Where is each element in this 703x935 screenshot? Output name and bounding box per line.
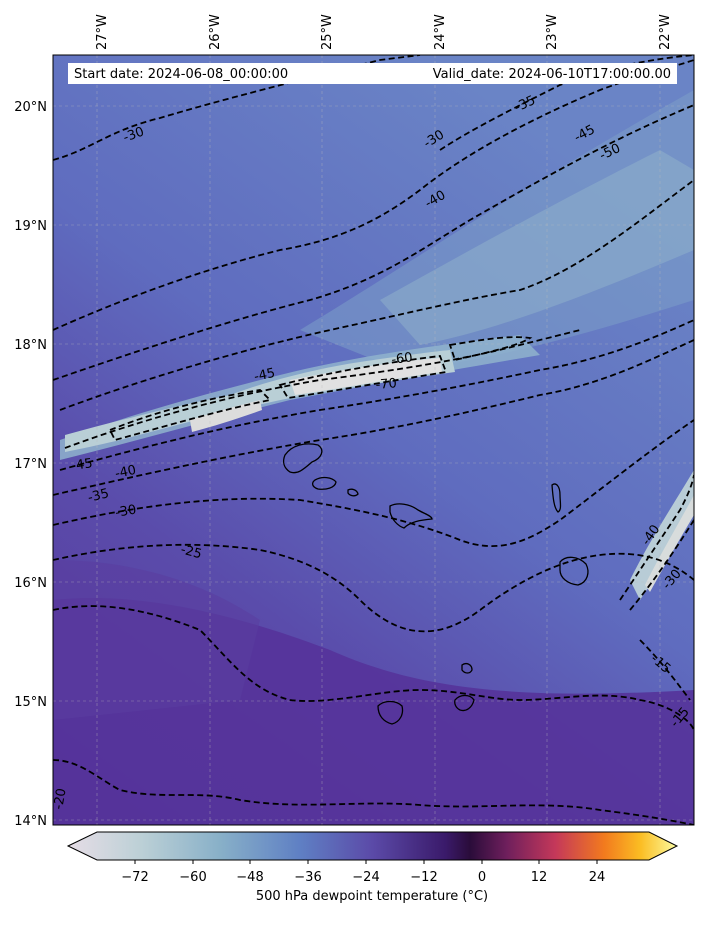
contour-label: -45 (70, 456, 93, 474)
coastlines (283, 443, 589, 725)
lon-label: 26°W (208, 14, 223, 50)
gridlines (53, 55, 694, 825)
info-box: Start date: 2024-06-08_00:00:00 Valid_da… (68, 63, 677, 84)
latitude-labels: 20°N 19°N 18°N 17°N 16°N 15°N 14°N (14, 100, 47, 829)
contour-label: -25 (179, 542, 203, 562)
lon-label: 22°W (658, 14, 673, 50)
contour-label: -70 (375, 376, 397, 393)
colorbar-tick-label: −12 (410, 870, 437, 885)
lon-label: 25°W (320, 14, 335, 50)
lon-label: 27°W (95, 14, 110, 50)
lat-label: 18°N (14, 338, 47, 353)
contour-label: -40 (114, 463, 138, 482)
colorbar-tick-label: −72 (121, 870, 148, 885)
contour-label: -35 (86, 486, 110, 506)
lat-label: 20°N (14, 100, 47, 115)
colorbar-ticks (134, 860, 598, 864)
map-frame (52, 54, 695, 826)
lon-label: 23°W (545, 14, 560, 50)
lat-label: 15°N (14, 695, 47, 710)
colorbar-title: 500 hPa dewpoint temperature (°C) (256, 889, 488, 904)
lat-label: 19°N (14, 219, 47, 234)
contour-lines (53, 55, 694, 825)
contour-label: -45 (253, 366, 277, 385)
colorbar-tick-label: −60 (179, 870, 206, 885)
colorbar-tick-label: 24 (589, 870, 606, 885)
colorbar-tick-label: 12 (531, 870, 548, 885)
lat-label: 14°N (14, 814, 47, 829)
contour-label: -30 (121, 124, 146, 145)
map-panel: -30 -35 -30 -45 -50 -40 -45 -40 -35 -30 … (51, 55, 694, 825)
contour-label: -30 (114, 502, 138, 520)
valid-date-label: Valid_date: 2024-06-10T17:00:00.00 (433, 67, 671, 82)
colorbar-tick-label: −48 (236, 870, 263, 885)
lat-label: 16°N (14, 576, 47, 591)
longitude-labels: 27°W 26°W 25°W 24°W 23°W 22°W (95, 14, 673, 50)
lat-label: 17°N (14, 457, 47, 472)
contour-label: -20 (51, 787, 69, 811)
colorbar-tick-label: −24 (352, 870, 379, 885)
contour-label: -60 (390, 350, 413, 368)
colorbar-tick-label: 0 (478, 870, 486, 885)
lon-label: 24°W (433, 14, 448, 50)
colorbar-tick-label: −36 (294, 870, 321, 885)
colorbar: −72 −60 −48 −36 −24 −12 0 12 24 500 hPa … (66, 831, 679, 904)
start-date-label: Start date: 2024-06-08_00:00:00 (74, 67, 288, 82)
